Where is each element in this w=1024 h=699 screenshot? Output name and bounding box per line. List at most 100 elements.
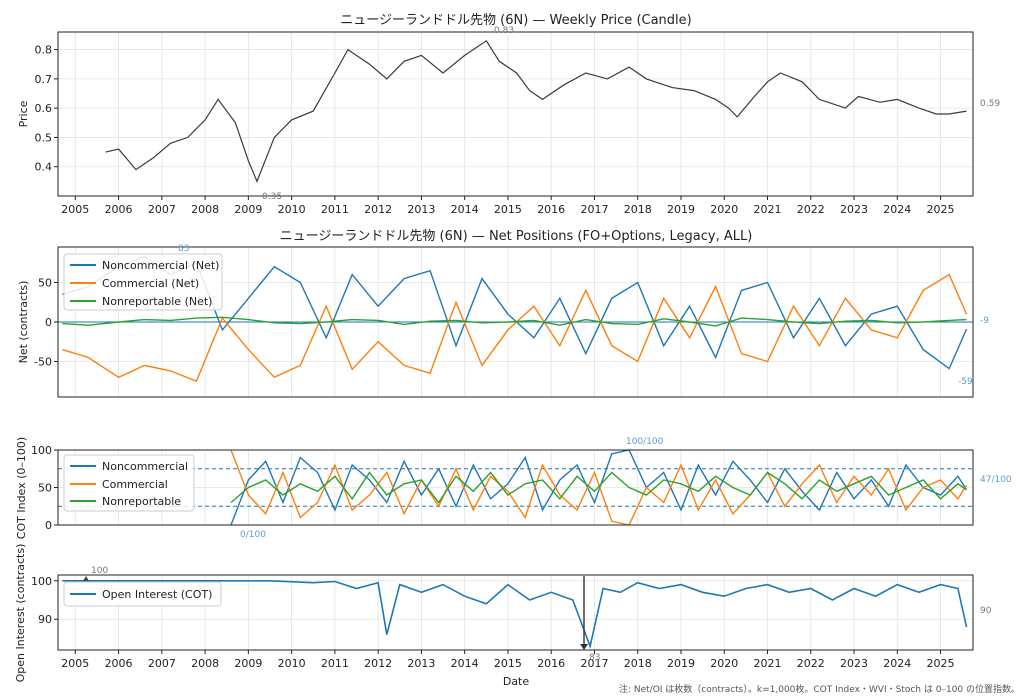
legend-cot-commercial: Commercial [102, 478, 168, 491]
legend-cot-nonreportable: Nonreportable [102, 495, 181, 508]
x-tick-label: 2025 [927, 203, 955, 216]
x-tick-label: 2006 [105, 657, 133, 670]
x-tick-label: 2017 [580, 203, 608, 216]
oi-ylabel: Open Interest (contracts) [14, 544, 27, 683]
x-tick-label: 2018 [624, 657, 652, 670]
x-tick-label: 2011 [321, 203, 349, 216]
x-tick-label: 2023 [840, 203, 868, 216]
net-nonreportable-line [62, 316, 967, 327]
x-tick-label: 2007 [148, 203, 176, 216]
y-tick-label: -50 [34, 355, 52, 368]
net-positions-panel: ニュージーランドドル先物 (6N) — Net Positions (FO+Op… [17, 229, 989, 398]
cot-commercial-line [230, 449, 968, 526]
x-tick-label: 2005 [61, 657, 89, 670]
x-tick-label: 2024 [883, 203, 911, 216]
x-tick-label: 2025 [927, 657, 955, 670]
legend-net-nonreportable: Nonreportable (Net) [102, 295, 212, 308]
x-tick-label: 2012 [364, 203, 392, 216]
x-tick-label: 2010 [278, 657, 306, 670]
x-tick-label: 2020 [710, 203, 738, 216]
y-tick-label: 0.6 [35, 102, 53, 115]
y-tick-label: 0 [45, 316, 52, 329]
x-tick-label: 2018 [624, 203, 652, 216]
x-tick-label: 2013 [407, 203, 435, 216]
x-tick-label: 2014 [451, 203, 479, 216]
y-tick-label: 0.7 [35, 73, 53, 86]
x-tick-label: 2008 [191, 203, 219, 216]
oi-last-annotation: 90 [980, 606, 992, 616]
x-tick-label: 2022 [797, 657, 825, 670]
cot-min-annotation: 0/100 [240, 530, 266, 540]
x-tick-label: 2016 [537, 203, 565, 216]
net-max-annotation: 83 [178, 244, 189, 254]
x-tick-label: 2005 [61, 203, 89, 216]
x-axis-label: Date [503, 675, 530, 688]
cot-index-panel: 100 50 0 COT Index (0–100) Noncommercial C… [15, 437, 1012, 540]
net-plot-frame [57, 246, 974, 398]
footer-note: 注: Net/OI は枚数（contracts）。k=1,000枚。COT In… [619, 683, 1020, 695]
x-tick-label: 2020 [710, 657, 738, 670]
x-tick-label: 2015 [494, 657, 522, 670]
price-ylabel: Price [17, 100, 30, 127]
oi-legend: Open Interest (COT) [63, 581, 222, 607]
cot-legend: Noncommercial Commercial Nonreportable [63, 454, 195, 512]
x-tick-label: 2017 [580, 657, 608, 670]
y-tick-label: 50 [38, 277, 52, 290]
oi-plot-frame [57, 574, 974, 651]
x-tick-label: 2021 [754, 657, 782, 670]
oi-min-annotation: 83 [589, 653, 600, 663]
cot-ylabel: COT Index (0–100) [15, 437, 28, 539]
price-plot-frame [57, 31, 974, 197]
net-min-annotation: -59 [958, 377, 973, 387]
x-tick-label: 2009 [234, 203, 262, 216]
oi-max-annotation: 100 [91, 566, 108, 576]
cot-nonreportable-line [230, 471, 967, 504]
y-tick-label: 0.8 [35, 44, 53, 57]
x-tick-label: 2019 [667, 657, 695, 670]
y-tick-label: 50 [38, 482, 52, 495]
x-tick-label: 2010 [278, 203, 306, 216]
legend-net-commercial: Commercial (Net) [102, 277, 199, 290]
net-legend: Noncommercial (Net) Commercial (Net) Non… [63, 253, 223, 311]
cot-max-annotation: 100/100 [626, 437, 664, 447]
open-interest-line [62, 580, 968, 649]
net-ylabel: Net (contracts) [17, 281, 30, 364]
y-tick-label: 100 [31, 575, 52, 588]
net-last-annotation: -9 [980, 316, 989, 326]
x-tick-label: 2021 [754, 203, 782, 216]
y-tick-label: 100 [31, 444, 52, 457]
cot-plot-frame [57, 449, 974, 526]
x-tick-label: 2008 [191, 657, 219, 670]
price-panel: ニュージーランドドル先物 (6N) — Weekly Price (Candle… [17, 13, 1000, 216]
legend-cot-noncommercial: Noncommercial [102, 460, 188, 473]
x-tick-label: 2009 [234, 657, 262, 670]
x-tick-label: 2016 [537, 657, 565, 670]
net-noncommercial-line [62, 255, 968, 370]
cot-last-annotation: 47/100 [980, 475, 1012, 485]
x-tick-label: 2012 [364, 657, 392, 670]
price-line [105, 39, 967, 183]
price-panel-title: ニュージーランドドル先物 (6N) — Weekly Price (Candle… [340, 13, 691, 28]
x-tick-label: 2022 [797, 203, 825, 216]
y-tick-label: 0.5 [35, 131, 53, 144]
y-tick-label: 0 [45, 519, 52, 532]
open-interest-panel: 100 90 2005 2006 2007 2008 2009 2010 2011 2012 20… [14, 544, 992, 688]
x-tick-label: 2019 [667, 203, 695, 216]
x-tick-label: 2013 [407, 657, 435, 670]
price-max-annotation: 0.83 [494, 26, 514, 36]
oi-max-marker-icon [83, 576, 89, 581]
y-tick-label: 0.4 [35, 161, 53, 174]
legend-open-interest: Open Interest (COT) [102, 588, 212, 601]
x-tick-label: 2007 [148, 657, 176, 670]
x-tick-label: 2011 [321, 657, 349, 670]
x-tick-label: 2006 [105, 203, 133, 216]
net-panel-title: ニュージーランドドル先物 (6N) — Net Positions (FO+Op… [280, 229, 753, 244]
cot-noncommercial-line [230, 449, 968, 526]
x-tick-label: 2015 [494, 203, 522, 216]
x-tick-label: 2023 [840, 657, 868, 670]
price-min-annotation: 0.35 [262, 192, 282, 202]
price-last-annotation: 0.59 [980, 99, 1000, 109]
x-tick-label: 2014 [451, 657, 479, 670]
x-tick-label: 2024 [883, 657, 911, 670]
